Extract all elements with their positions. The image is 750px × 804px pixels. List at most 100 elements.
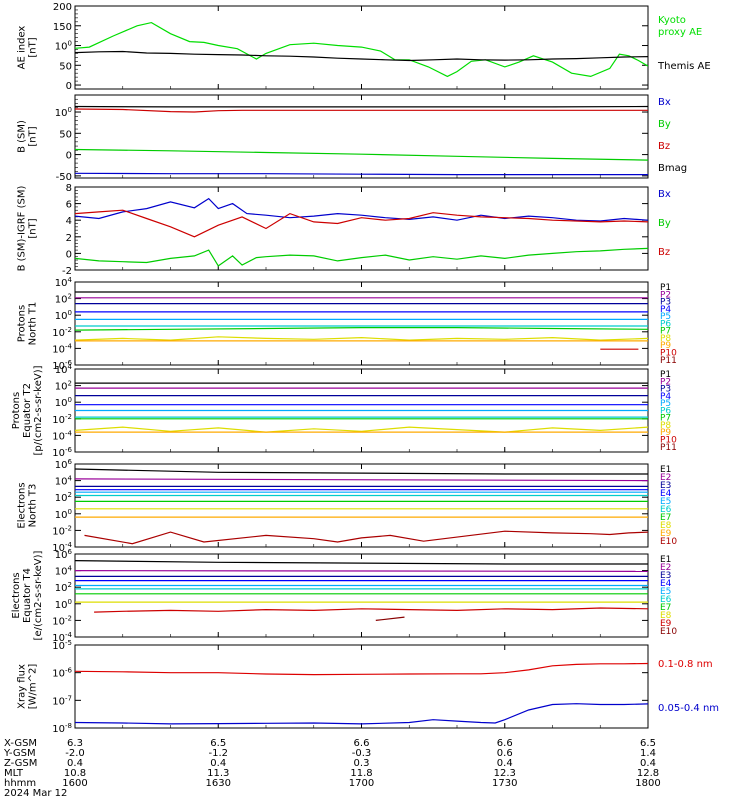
y-tick-label: 106	[55, 548, 73, 561]
legend-entry: By	[658, 119, 671, 130]
y-axis-label: [nT]	[28, 218, 39, 238]
y-tick-label: 10-2	[52, 413, 72, 426]
y-tick-label: 10-2	[52, 614, 72, 627]
y-tick-label: 102	[55, 293, 72, 306]
y-tick-label: 10-4	[52, 429, 72, 442]
y-tick-label: 0	[66, 249, 72, 260]
legend-entry: proxy AE	[658, 27, 702, 38]
series-line-e10	[376, 617, 405, 620]
y-tick-label: 10-7	[52, 694, 72, 707]
series-line-by	[75, 248, 648, 266]
panel-frame-8	[75, 645, 648, 728]
y-axis-label: Equator T4	[22, 568, 33, 623]
y-axis-label: Equator T2	[22, 383, 33, 438]
series-line-kyoto-proxy-ae	[75, 23, 648, 77]
legend-entry: E10	[660, 537, 677, 547]
y-axis-label: Protons	[11, 392, 22, 429]
y-axis-label: Electrons	[11, 572, 22, 618]
y-axis-label: [nT]	[28, 126, 39, 146]
y-tick-label: 100	[55, 508, 72, 521]
y-tick-label: 104	[55, 276, 73, 289]
series-line-by	[75, 150, 648, 161]
y-tick-label: 8	[66, 183, 72, 194]
legend-entry: Bz	[658, 141, 670, 152]
y-tick-label: 10-2	[52, 524, 72, 537]
panel-frame-7	[75, 554, 648, 637]
legend-entry: E10	[660, 627, 677, 637]
y-axis-label: North T1	[28, 302, 39, 346]
y-tick-label: 2	[66, 233, 72, 244]
y-tick-label: 0	[66, 81, 72, 92]
y-tick-label: 104	[55, 475, 73, 488]
y-tick-label: 102	[55, 581, 72, 594]
y-tick-label: 6	[66, 200, 72, 211]
series-line-bz	[75, 109, 648, 112]
series-line-e1	[75, 561, 648, 564]
y-tick-label: 104	[55, 565, 73, 578]
y-tick-label: 150	[53, 22, 72, 33]
legend-entry: P11	[660, 443, 677, 453]
ephemeris-value: 1730	[492, 778, 517, 789]
legend-entry: Bx	[658, 97, 671, 108]
series-line-e2	[75, 571, 648, 572]
y-tick-label: 200	[53, 2, 72, 13]
y-tick-label: 10-4	[52, 342, 72, 355]
series-line-themis-ae	[75, 52, 648, 61]
y-axis-label: Protons	[17, 305, 28, 342]
y-tick-label: 102	[55, 380, 72, 393]
y-tick-label: 100	[55, 598, 72, 611]
series-line-p7	[75, 328, 648, 331]
legend-entry: Bmag	[658, 163, 687, 174]
y-tick-label: 10-6	[52, 667, 72, 680]
ephemeris-value: 1630	[206, 778, 231, 789]
legend-entry: P11	[660, 356, 677, 366]
panel-frame-4	[75, 282, 648, 365]
series-line-e9	[94, 608, 648, 612]
y-tick-label: 102	[55, 491, 72, 504]
legend-entry: By	[658, 218, 671, 229]
legend-entry: Bx	[658, 189, 671, 200]
y-tick-label: 100	[55, 396, 72, 409]
y-axis-label: AE index	[17, 26, 28, 70]
y-tick-label: -50	[56, 172, 72, 183]
series-line-e2	[75, 479, 648, 481]
series-line-e1	[75, 469, 648, 474]
series-line-e10	[85, 531, 649, 544]
y-tick-label: 0	[66, 151, 72, 162]
legend-entry: 0.1-0.8 nm	[658, 659, 713, 670]
legend-entry: Kyoto	[658, 15, 686, 26]
y-axis-label: B (SM)-IGRF (SM)	[17, 186, 28, 272]
y-axis-label: [p/(cm2-s-sr-keV)]	[33, 365, 44, 455]
series-line-p8	[75, 337, 648, 340]
y-axis-label: [W/m^2]	[28, 664, 39, 710]
y-axis-label: Electrons	[17, 482, 28, 528]
y-axis-label: North T3	[28, 484, 39, 528]
y-tick-label: 10-2	[52, 326, 72, 339]
legend-entry: 0.05-0.4 nm	[658, 703, 719, 714]
legend-entry: Bz	[658, 247, 670, 258]
legend-entry: Themis AE	[657, 61, 711, 72]
series-line-p8	[75, 427, 648, 432]
date-label: 2024 Mar 12	[4, 788, 67, 799]
y-tick-label: 104	[55, 363, 73, 376]
y-axis-label: [e/(cm2-s-sr-keV)]	[33, 550, 44, 640]
series-line-bz	[75, 210, 648, 237]
y-tick-label: 106	[55, 458, 73, 471]
y-tick-label: 100	[55, 106, 72, 119]
y-tick-label: 4	[66, 216, 72, 227]
y-tick-label: 100	[55, 309, 72, 322]
y-tick-label: 50	[59, 129, 72, 140]
y-tick-label: 50	[59, 61, 72, 72]
ephemeris-value: 1700	[349, 778, 374, 789]
ephemeris-value: 1800	[635, 778, 660, 789]
y-tick-label: 10-5	[52, 639, 72, 652]
series-line-0-1-0-8-nm	[75, 664, 648, 675]
y-axis-label: [nT]	[28, 37, 39, 57]
y-tick-label: 100	[55, 40, 72, 53]
y-tick-label: 10-8	[52, 722, 72, 735]
y-axis-label: Xray flux	[17, 664, 28, 709]
y-axis-label: B (SM)	[17, 120, 28, 153]
series-line-0-05-0-4-nm	[75, 704, 648, 724]
